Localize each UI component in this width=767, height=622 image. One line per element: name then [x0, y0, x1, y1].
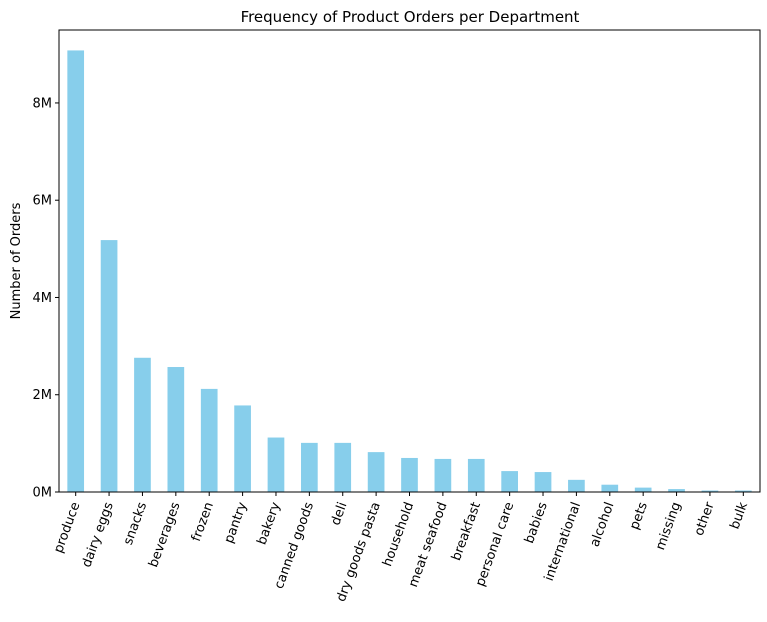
bar-missing: [668, 489, 685, 492]
bar-breakfast: [467, 458, 485, 492]
y-axis: 0M 2M 4M 6M 8M: [33, 96, 59, 501]
bar-produce: [67, 50, 85, 493]
x-tick-label: alcohol: [588, 500, 618, 549]
x-tick-label: bakery: [254, 500, 283, 547]
bar-pantry: [234, 405, 251, 492]
y-axis-label: Number of Orders: [9, 202, 24, 319]
x-tick-label: breakfast: [449, 500, 484, 563]
bar-dairy-eggs: [100, 240, 118, 492]
x-tick-label: snacks: [121, 500, 150, 547]
y-tick-label: 8M: [33, 96, 53, 111]
y-tick-label: 4M: [33, 291, 53, 306]
x-tick-label: frozen: [189, 500, 217, 543]
bars-group: [67, 50, 752, 493]
bar-bakery: [267, 437, 285, 492]
x-tick-label: deli: [328, 500, 350, 527]
bar-bulk: [734, 490, 752, 492]
bar-personal-care: [501, 471, 518, 492]
x-tick-label: produce: [51, 500, 83, 555]
bar-international: [568, 479, 585, 492]
bar-babies: [534, 472, 552, 492]
plot-frame: [58, 29, 761, 493]
x-tick-label: pantry: [222, 500, 251, 545]
bar-beverages: [167, 367, 185, 492]
y-tick-label: 2M: [33, 388, 53, 403]
y-tick-label: 6M: [33, 194, 53, 209]
x-tick-label: beverages: [146, 500, 184, 570]
x-tick-label: babies: [522, 500, 551, 546]
chart-title: Frequency of Product Orders per Departme…: [241, 8, 580, 26]
bar-pets: [634, 487, 652, 492]
bar-canned-goods: [301, 442, 318, 492]
x-tick-label: dairy eggs: [79, 500, 117, 570]
bar-other: [701, 490, 719, 492]
x-tick-label: missing: [653, 500, 684, 552]
bar-dry-goods-pasta: [367, 452, 385, 492]
bar-alcohol: [601, 484, 619, 492]
bar-frozen: [200, 388, 218, 492]
x-tick-label: bulk: [728, 500, 752, 532]
x-tick-label: international: [542, 500, 584, 583]
bar-household: [401, 457, 418, 492]
x-tick-label: pets: [627, 500, 651, 532]
x-tick-label: other: [692, 500, 718, 538]
x-tick-label: household: [380, 500, 417, 568]
y-tick-label: 0M: [33, 486, 53, 501]
bar-snacks: [134, 357, 151, 492]
bar-meat-seafood: [434, 458, 452, 492]
bar-deli: [334, 442, 352, 492]
